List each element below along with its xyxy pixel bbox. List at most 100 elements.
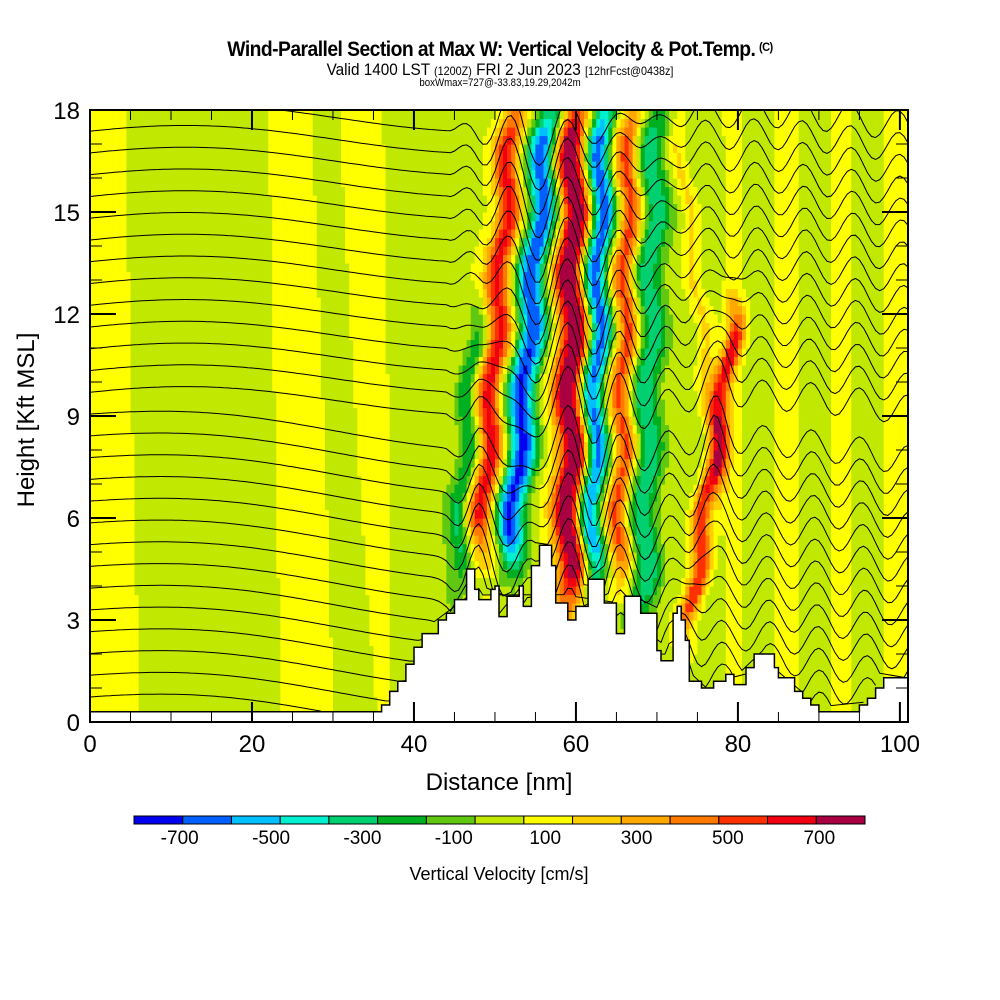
w-cell	[511, 305, 516, 324]
w-cell	[535, 339, 540, 358]
w-cell	[515, 373, 520, 434]
w-cell	[507, 178, 512, 230]
w-cell	[507, 110, 512, 120]
w-cell	[486, 577, 492, 596]
w-cell	[600, 433, 605, 468]
w-cell	[693, 509, 698, 553]
w-cell	[616, 237, 621, 247]
w-cell	[308, 110, 314, 722]
w-cell	[527, 467, 532, 477]
w-cell	[778, 110, 783, 722]
w-cell	[689, 492, 694, 511]
w-cell	[543, 424, 549, 468]
w-cell	[555, 186, 561, 196]
w-cell	[531, 458, 536, 468]
w-cell	[721, 382, 727, 426]
w-cell	[495, 492, 500, 502]
w-cell	[503, 560, 508, 570]
w-cell	[527, 254, 532, 349]
w-cell	[474, 305, 480, 332]
w-cell	[600, 135, 605, 145]
w-cell	[442, 492, 447, 545]
w-cell	[563, 127, 569, 137]
w-cell	[701, 305, 707, 341]
w-cell	[620, 161, 626, 188]
w-cell	[644, 195, 650, 230]
w-cell	[705, 586, 711, 596]
w-cell	[559, 161, 565, 179]
w-cell	[543, 246, 549, 256]
w-cell	[507, 322, 512, 332]
w-cell	[535, 263, 540, 307]
w-cell	[713, 110, 719, 315]
w-cell	[551, 382, 557, 409]
w-cell	[729, 297, 735, 324]
w-cell	[786, 110, 792, 722]
w-cell	[547, 263, 553, 290]
w-cell	[713, 373, 719, 383]
w-cell	[523, 135, 528, 145]
w-cell	[636, 314, 642, 349]
w-cell	[867, 110, 873, 722]
w-cell	[531, 110, 536, 120]
w-cell	[644, 118, 650, 128]
w-cell	[515, 195, 520, 222]
w-cell	[693, 280, 698, 298]
w-cell	[555, 135, 561, 154]
w-cell	[507, 543, 512, 553]
w-cell	[507, 263, 512, 307]
w-cell	[733, 365, 739, 383]
w-cell	[600, 484, 605, 494]
w-cell	[543, 263, 549, 298]
w-cell	[713, 492, 719, 502]
w-cell	[616, 356, 621, 375]
w-cell	[717, 467, 723, 477]
w-cell	[709, 424, 715, 460]
w-cell	[559, 246, 565, 256]
w-cell	[559, 365, 565, 375]
w-cell	[596, 118, 601, 128]
w-cell	[640, 220, 646, 239]
w-cell	[575, 399, 581, 417]
w-cell	[474, 518, 480, 528]
w-cell	[195, 110, 200, 722]
w-cell	[721, 467, 727, 477]
w-cell	[264, 110, 269, 722]
w-cell	[616, 254, 621, 298]
w-cell	[701, 339, 707, 349]
w-cell	[555, 535, 561, 553]
w-cell	[559, 229, 565, 239]
w-cell	[737, 314, 743, 332]
w-cell	[729, 467, 735, 722]
w-cell	[588, 135, 593, 171]
w-cell	[608, 467, 613, 477]
w-cell	[604, 543, 609, 579]
w-cell	[495, 458, 500, 468]
w-cell	[551, 169, 557, 179]
w-cell	[559, 127, 565, 137]
w-cell	[490, 246, 496, 256]
theta-contour	[90, 584, 908, 648]
w-cell	[300, 110, 306, 722]
w-cell	[575, 144, 581, 162]
w-cell	[503, 382, 508, 417]
w-cell	[547, 356, 553, 375]
w-cell	[806, 110, 812, 722]
w-cell	[486, 501, 492, 519]
w-cell	[636, 475, 642, 485]
w-cell	[729, 365, 735, 375]
w-cell	[600, 475, 605, 485]
w-cell	[134, 110, 140, 596]
w-cell	[717, 475, 723, 485]
w-cell	[640, 305, 646, 349]
w-cell	[474, 475, 480, 485]
w-cell	[499, 144, 504, 188]
w-cell	[571, 484, 577, 502]
w-cell	[575, 110, 581, 120]
w-cell	[624, 526, 630, 536]
w-cell	[608, 229, 613, 239]
w-cell	[616, 407, 621, 434]
w-cell	[604, 169, 609, 179]
w-cell	[559, 484, 565, 536]
w-cell	[490, 535, 496, 579]
